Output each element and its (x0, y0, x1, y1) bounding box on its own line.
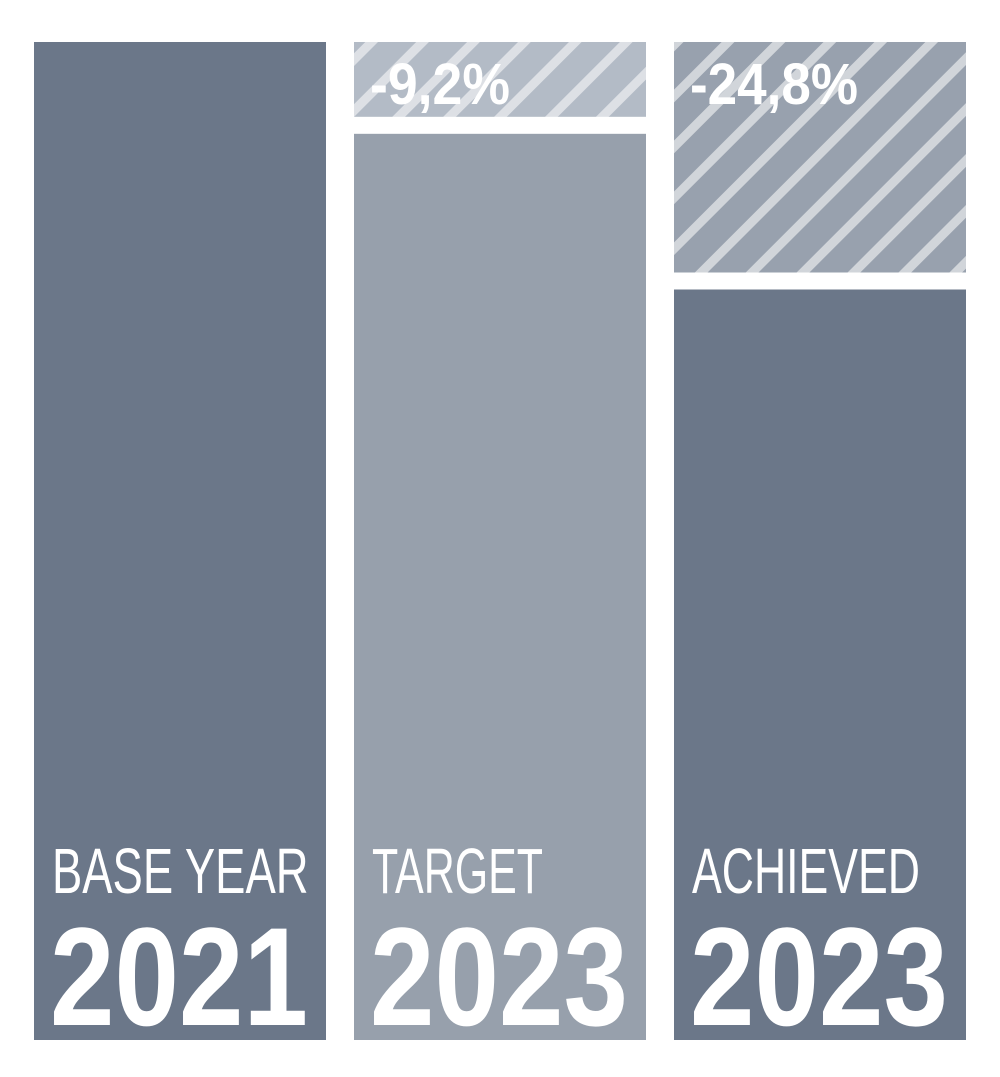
category-label: TARGET (372, 835, 543, 907)
year-label: 2021 (50, 898, 308, 1055)
year-label: 2023 (690, 898, 948, 1055)
reduction-label: -24,8% (690, 52, 858, 117)
year-label: 2023 (370, 898, 628, 1055)
category-label: BASE YEAR (52, 835, 309, 907)
bar (354, 133, 646, 1041)
category-label: ACHIEVED (692, 835, 920, 907)
reduction-segment (354, 42, 646, 117)
reduction-segment (674, 42, 966, 273)
bar (674, 289, 966, 1040)
bar (34, 42, 326, 1040)
reduction-label: -9,2% (370, 52, 510, 117)
